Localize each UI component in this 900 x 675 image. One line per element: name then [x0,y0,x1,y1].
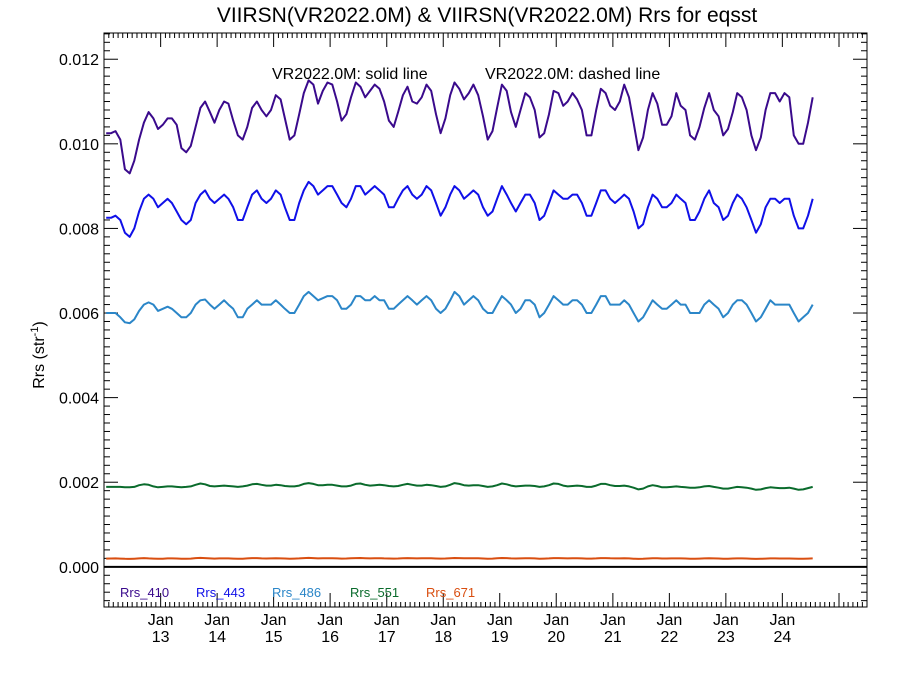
x-tick-label-year: 14 [208,629,226,646]
x-tick-label-month: Jan [374,612,400,629]
y-tick-label: 0.012 [59,52,99,69]
annotation-dashed-line: VR2022.0M: dashed line [485,66,660,83]
x-tick-label-month: Jan [148,612,174,629]
y-axis-label-main: Rrs (str [31,336,48,389]
legend-entry-rrs-443: Rrs_443 [196,585,245,600]
x-tick-label-year: 22 [660,629,678,646]
x-tick-label-year: 15 [265,629,283,646]
x-tick-label-month: Jan [261,612,287,629]
x-tick-label-year: 24 [773,629,791,646]
y-axis-label-superscript: -1 [29,327,41,337]
legend-entry-rrs-410: Rrs_410 [120,585,169,600]
x-tick-label-month: Jan [487,612,513,629]
y-tick-label: 0.006 [59,306,99,323]
x-tick-label-year: 19 [491,629,509,646]
x-tick-label-month: Jan [656,612,682,629]
legend-entry-rrs-551: Rrs_551 [350,585,399,600]
legend-entry-rrs-486: Rrs_486 [272,585,321,600]
svg-text:Rrs (str-1): Rrs (str-1) [29,321,48,389]
y-tick-label: 0.010 [59,137,99,154]
x-tick-label-month: Jan [600,612,626,629]
plot-frame [103,32,868,608]
annotation-solid-line: VR2022.0M: solid line [272,66,428,83]
x-tick-label-month: Jan [713,612,739,629]
y-axis-label-close: ) [31,321,48,326]
x-tick-label-month: Jan [543,612,569,629]
series-line-rrs-443 [106,180,814,238]
legend-entry-rrs-671: Rrs_671 [426,585,475,600]
x-tick-label-month: Jan [317,612,343,629]
x-tick-label-year: 13 [152,629,170,646]
x-tick-label-year: 23 [717,629,735,646]
y-tick-label: 0.008 [59,221,99,238]
y-tick-label: 0.004 [59,391,99,408]
series-line-rrs-486 [106,290,814,325]
x-tick-label-month: Jan [430,612,456,629]
x-tick-label-year: 21 [604,629,622,646]
y-tick-label: 0.002 [59,475,99,492]
series-line-rrs-671 [106,556,813,560]
x-tick-label-year: 20 [547,629,565,646]
x-tick-label-month: Jan [769,612,795,629]
x-tick-label-month: Jan [204,612,230,629]
x-tick-label-year: 17 [378,629,396,646]
series-line-rrs-410 [106,79,814,175]
y-tick-label: 0.000 [59,560,99,577]
x-tick-label-year: 18 [434,629,452,646]
series-line-rrs-551 [106,482,813,491]
x-tick-label-year: 16 [321,629,339,646]
chart-title: VIIRSN(VR2022.0M) & VIIRSN(VR2022.0M) Rr… [217,4,757,27]
y-axis-label: Rrs (str-1) [29,321,48,389]
